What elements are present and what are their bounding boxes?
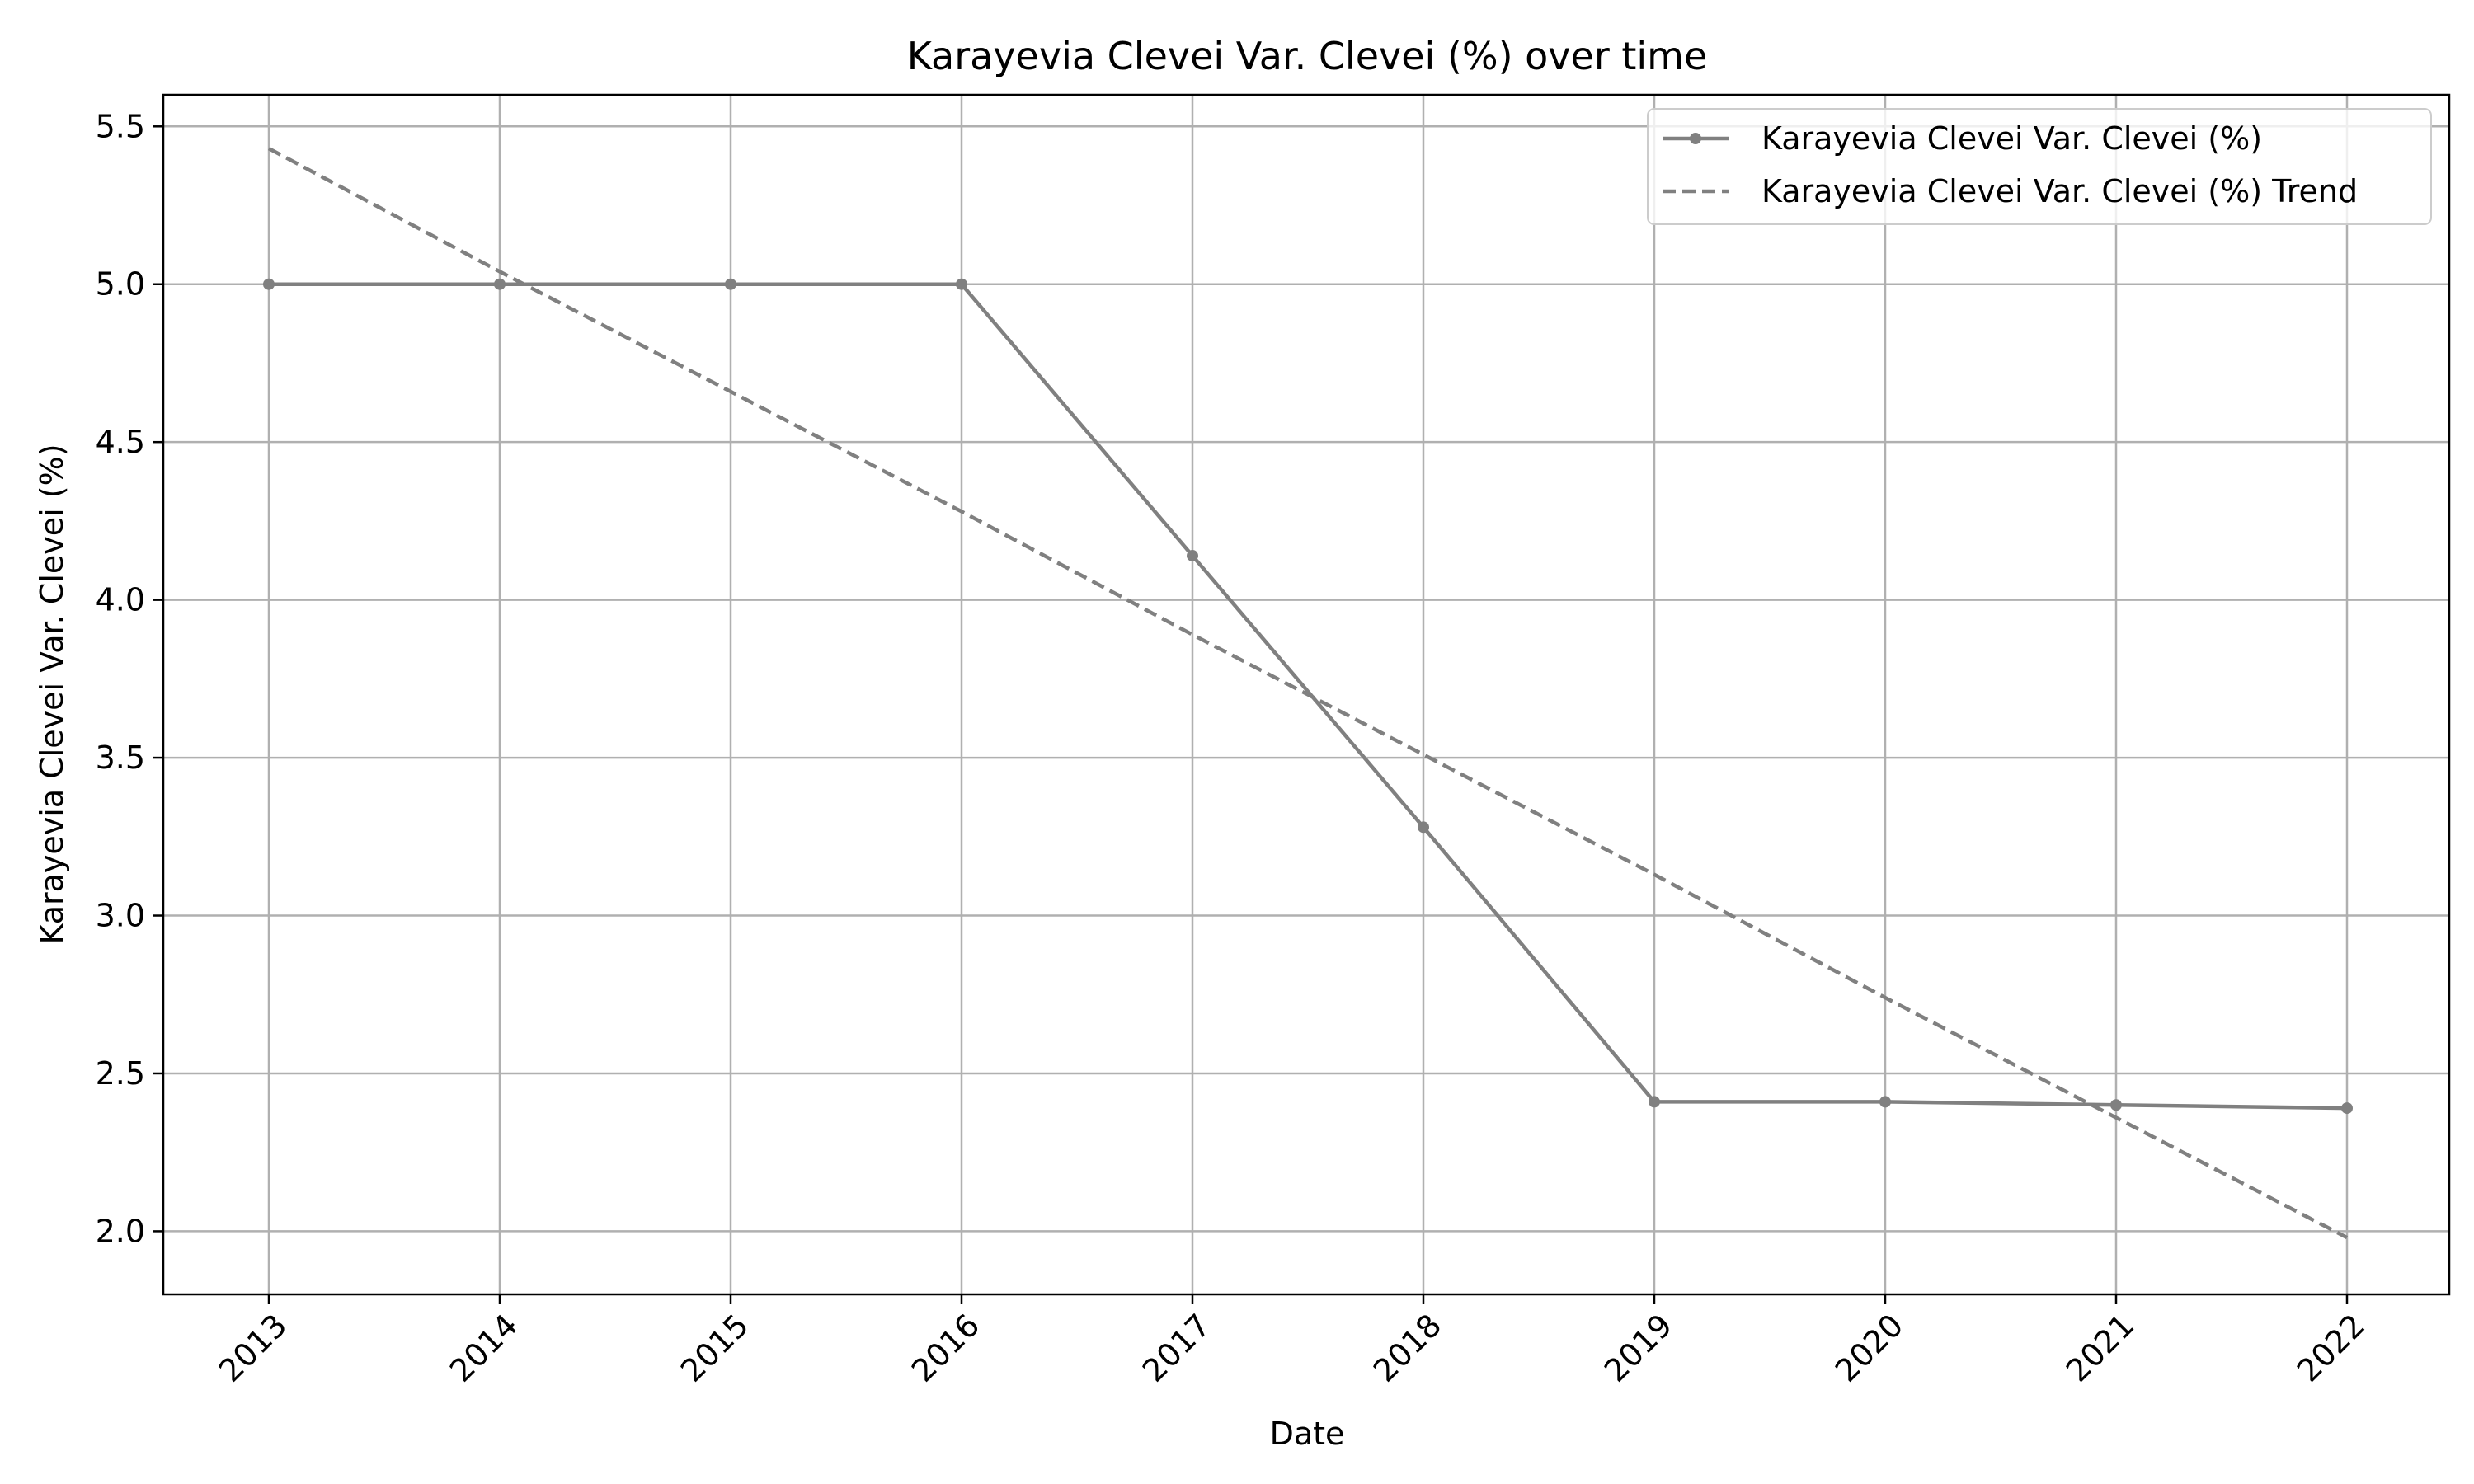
data-point [2110, 1099, 2122, 1111]
y-tick-label: 2.0 [96, 1213, 145, 1249]
data-point [1649, 1096, 1660, 1108]
data-point [263, 278, 275, 290]
grid-lines [163, 95, 2449, 1294]
data-point [1187, 550, 1198, 562]
data-point [494, 278, 506, 290]
chart-title: Karayevia Clevei Var. Clevei (%) over ti… [907, 34, 1708, 78]
y-axis-ticks: 2.0 2.5 3.0 3.5 4.0 4.5 5.0 5.5 [96, 108, 163, 1249]
y-tick-label: 3.0 [96, 898, 145, 934]
series-layer [263, 147, 2353, 1240]
legend-label-trend: Karayevia Clevei Var. Clevei (%) Trend [1761, 173, 2358, 209]
legend-marker-series [1690, 133, 1701, 144]
plot-frame [162, 93, 2451, 1296]
data-point [956, 278, 967, 290]
data-point [725, 278, 736, 290]
y-axis-label: Karayevia Clevei Var. Clevei (%) [34, 444, 70, 944]
y-tick-label: 5.5 [96, 108, 145, 144]
y-tick-label: 5.0 [96, 266, 145, 303]
data-point [1418, 821, 1429, 834]
legend-label-series: Karayevia Clevei Var. Clevei (%) [1761, 120, 2262, 157]
x-axis-label: Date [1270, 1416, 1345, 1452]
y-tick-label: 4.5 [96, 424, 145, 460]
data-point [1879, 1096, 1891, 1108]
y-tick-label: 3.5 [96, 740, 145, 776]
legend: Karayevia Clevei Var. Clevei (%) Karayev… [1647, 108, 2432, 225]
y-tick-label: 4.0 [96, 582, 145, 618]
data-point [2341, 1102, 2353, 1115]
legend-box [1647, 108, 2432, 225]
y-tick-label: 2.5 [96, 1055, 145, 1092]
trend-line [267, 147, 2349, 1240]
series-line [269, 282, 2348, 1111]
